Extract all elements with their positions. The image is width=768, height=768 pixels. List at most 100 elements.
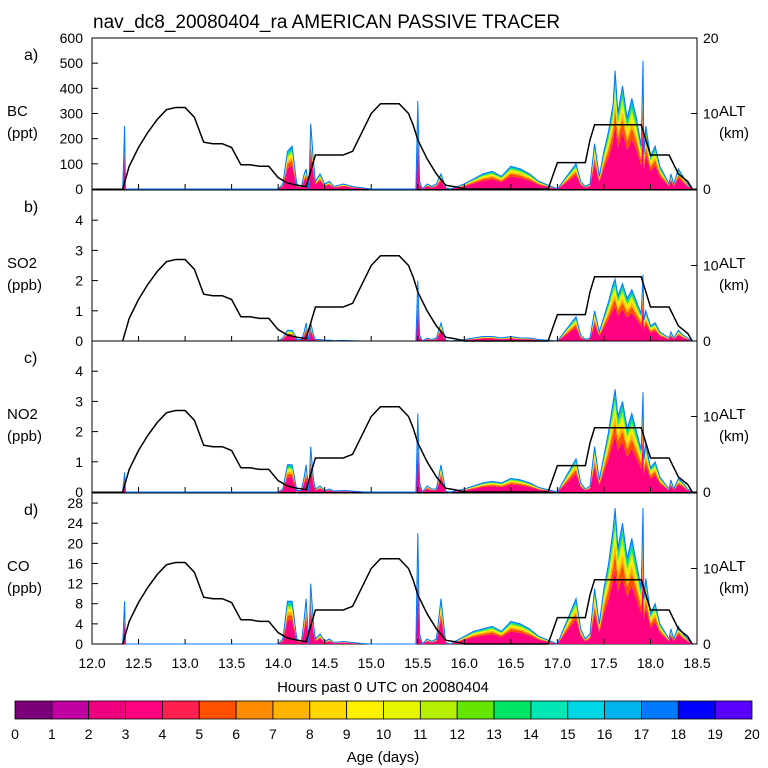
tracer-outline: [122, 60, 693, 190]
alt-tick-label: 0: [703, 181, 711, 197]
alt-unit: (km): [719, 428, 749, 445]
colorbar-tick-label: 8: [306, 726, 314, 742]
colorbar-swatch: [493, 700, 532, 720]
alt-label: ALT: [719, 255, 745, 272]
y-tick-label: 100: [60, 156, 84, 172]
panel-label: c): [24, 350, 37, 367]
y-tick-label: 0: [75, 484, 83, 500]
panel-label: b): [24, 199, 38, 216]
alt-tick-label: 10: [703, 106, 719, 122]
altitude-line: [121, 557, 693, 645]
colorbar-label: Age (days): [347, 749, 420, 766]
y-tick-label: 400: [60, 80, 84, 96]
colorbar-tick-label: 17: [634, 726, 650, 742]
colorbar-tick-label: 11: [413, 726, 428, 742]
x-tick-label: 15.0: [358, 655, 385, 671]
tracer-age-band-0: [122, 569, 693, 644]
colorbar-swatch: [235, 700, 274, 720]
species-unit: (ppb): [7, 428, 42, 445]
y-tick-label: 12: [67, 576, 83, 592]
y-tick-label: 2: [75, 273, 83, 289]
x-tick-label: 18.0: [637, 655, 664, 671]
species-label: SO2: [7, 255, 37, 272]
colorbar-swatch: [530, 700, 569, 720]
colorbar-tick-label: 12: [449, 726, 465, 742]
panel-co: 0 4 8 12 16 20 24 28 0 10 d) CO (ppb) ALT (km): [7, 492, 749, 652]
x-tick-label: 14.5: [311, 655, 338, 671]
panels-group: 010020030040050060001020a)BC(ppt)ALT(km)…: [7, 30, 749, 652]
colorbar-swatch: [641, 700, 679, 720]
x-tick-label: 16.5: [497, 655, 524, 671]
x-tick-label: 13.5: [218, 655, 245, 671]
altitude-line: [121, 254, 693, 342]
altitude-line: [121, 102, 693, 190]
colorbar-swatch: [677, 700, 716, 720]
y-tick-label: 1: [75, 303, 83, 319]
y-tick-label: 300: [60, 106, 84, 122]
colorbar-swatch: [14, 700, 53, 720]
x-tick-label: 18.5: [683, 655, 710, 671]
species-unit: (ppb): [7, 580, 42, 597]
colorbar-tick-label: 6: [232, 726, 240, 742]
colorbar-swatch: [309, 700, 348, 720]
y-tick-label: 600: [60, 30, 84, 46]
alt-tick-label: 20: [703, 30, 719, 46]
y-tick-label: 16: [67, 555, 83, 571]
colorbar-tick-label: 15: [560, 726, 576, 742]
x-tick-label: 12.5: [125, 655, 152, 671]
colorbar-tick-label: 5: [195, 726, 203, 742]
colorbar-swatch: [272, 700, 311, 720]
y-tick-label: 200: [60, 131, 84, 147]
y-tick-label: 24: [67, 515, 83, 531]
colorbar-swatch: [51, 700, 90, 720]
x-axis: 12.0 12.5 13.0 13.5 14.0 14.5 15.0 15.5 16.0 16.5…: [78, 655, 710, 671]
colorbar-tick-label: 10: [376, 726, 392, 742]
colorbar-swatch: [604, 700, 642, 720]
y-tick-label: 0: [75, 333, 83, 349]
age-colorbar: 0 1 2 3 4 5 6 7 8 9 10 11 12 13 14 15 16 17 18 19 20: [11, 700, 760, 742]
y-tick-label: 28: [67, 495, 83, 511]
alt-tick-label: 10: [703, 409, 719, 425]
alt-label: ALT: [719, 103, 745, 120]
colorbar-swatch: [346, 700, 384, 720]
alt-label: ALT: [719, 558, 745, 575]
alt-unit: (km): [719, 580, 749, 597]
x-tick-label: 17.0: [544, 655, 571, 671]
panel-bc: 0 100 200 300 400 500 600 0 10 20 a) BC (ppt) ALT (km): [7, 30, 749, 197]
colorbar-swatch: [419, 700, 458, 720]
x-tick-label: 15.5: [404, 655, 431, 671]
panel-so2: 0 1 2 3 4 0 10 b) SO2 (ppb) ALT (km): [7, 189, 749, 349]
alt-unit: (km): [719, 125, 749, 142]
panel-label: a): [24, 47, 38, 64]
y-tick-label: 4: [75, 363, 83, 379]
y-tick-label: 1: [75, 454, 83, 470]
y-tick-label: 3: [75, 393, 83, 409]
x-axis-label: Hours past 0 UTC on 20080404: [277, 679, 489, 696]
colorbar-tick-label: 7: [269, 726, 277, 742]
panel-no2: 0 1 2 3 4 0 10 c) NO2 (ppb) ALT (km): [7, 340, 749, 500]
colorbar-swatch: [198, 700, 237, 720]
species-unit: (ppt): [7, 125, 38, 142]
y-tick-label: 8: [75, 596, 83, 612]
tracer-outline: [122, 508, 693, 645]
species-label: BC: [7, 103, 28, 120]
alt-tick-label: 10: [703, 561, 719, 577]
species-unit: (ppb): [7, 277, 42, 294]
colorbar-swatch: [125, 700, 163, 720]
x-tick-label: 13.0: [171, 655, 198, 671]
colorbar-swatch: [456, 700, 495, 720]
alt-unit: (km): [719, 277, 749, 294]
y-tick-label: 2: [75, 424, 83, 440]
colorbar-tick-label: 13: [486, 726, 502, 742]
x-tick-label: 12.0: [78, 655, 105, 671]
species-label: NO2: [7, 406, 38, 423]
y-tick-label: 0: [75, 636, 83, 652]
y-tick-label: 500: [60, 55, 84, 71]
alt-tick-label: 0: [703, 636, 711, 652]
y-tick-label: 4: [75, 616, 83, 632]
x-tick-label: 16.0: [451, 655, 478, 671]
panel-label: d): [24, 502, 38, 519]
colorbar-tick-label: 9: [343, 726, 351, 742]
colorbar-tick-label: 19: [707, 726, 723, 742]
tracer-age-band-0: [122, 435, 693, 492]
